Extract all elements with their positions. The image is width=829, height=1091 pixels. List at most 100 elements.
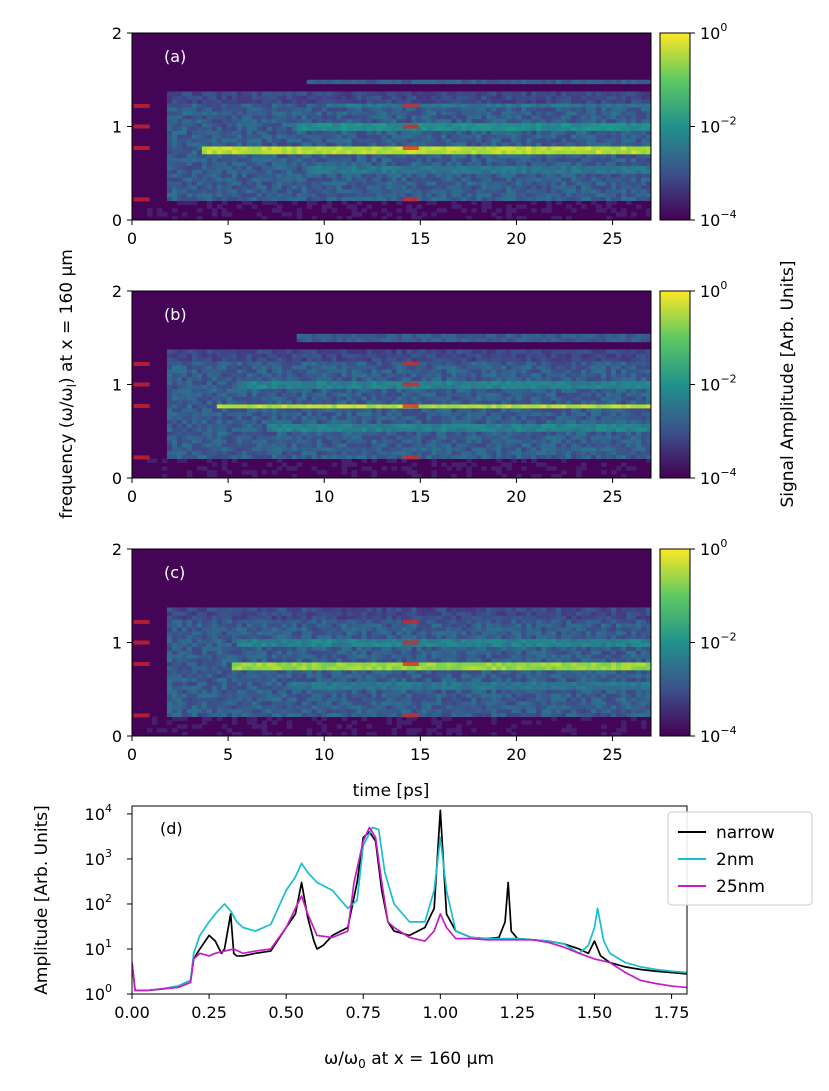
- heatmap-cell: [216, 388, 223, 393]
- heatmap-cell: [291, 138, 298, 143]
- heatmap-cell: [331, 442, 338, 448]
- heatmap-cell: [571, 118, 577, 124]
- heatmap-cell: [391, 126, 397, 131]
- heatmap-cell: [316, 403, 323, 409]
- heatmap-cell: [611, 200, 617, 205]
- heatmap-cell: [181, 419, 188, 424]
- heatmap-cell: [251, 353, 258, 358]
- heatmap-cell: [546, 122, 552, 127]
- heatmap-cell: [281, 173, 288, 178]
- heatmap-cell: [451, 134, 457, 139]
- heatmap-cell: [201, 126, 208, 131]
- heatmap-cell: [336, 110, 343, 116]
- heatmap-cell: [406, 446, 412, 452]
- heatmap-cell: [566, 188, 572, 194]
- heatmap-cell: [241, 365, 248, 370]
- heatmap-cell: [346, 142, 353, 147]
- heatmap-cell: [186, 388, 193, 393]
- heatmap-cell: [451, 380, 457, 385]
- heatmap-cell: [516, 114, 522, 120]
- heatmap-cell: [321, 419, 328, 424]
- heatmap-cell: [166, 173, 173, 178]
- heatmap-cell: [186, 142, 193, 147]
- heatmap-cell: [591, 157, 597, 163]
- heatmap-cell: [481, 435, 487, 440]
- heatmap-cell: [336, 122, 343, 127]
- heatmap-cell: [206, 173, 213, 178]
- heatmap-cell: [296, 400, 303, 405]
- heatmap-cell: [466, 173, 472, 178]
- heatmap-cell: [466, 145, 472, 151]
- heatmap-cell: [471, 446, 477, 452]
- heatmap-cell: [646, 91, 652, 96]
- heatmap-cell: [611, 208, 617, 213]
- heatmap-cell: [341, 466, 348, 471]
- heatmap-cell: [211, 142, 218, 147]
- heatmap-cell: [391, 353, 397, 358]
- heatmap-cell: [216, 380, 223, 385]
- heatmap-cell: [226, 184, 233, 190]
- heatmap-cell: [256, 122, 263, 127]
- heatmap-cell: [481, 177, 487, 182]
- heatmap-cell: [421, 392, 427, 397]
- heatmap-cell: [371, 415, 378, 421]
- heatmap-cell: [266, 138, 273, 143]
- heatmap-cell: [471, 177, 477, 182]
- heatmap-cell: [186, 126, 193, 131]
- heatmap-cell: [186, 368, 193, 374]
- heatmap-cell: [426, 153, 432, 159]
- heatmap-cell: [206, 357, 213, 362]
- heatmap-cell: [506, 107, 512, 112]
- heatmap-cell: [236, 427, 243, 432]
- heatmap-cell: [181, 169, 188, 174]
- heatmap-cell: [416, 442, 422, 448]
- heatmap-cell: [241, 384, 248, 389]
- heatmap-cell: [591, 126, 597, 131]
- heatmap-cell: [451, 333, 457, 339]
- heatmap-cell: [331, 365, 338, 370]
- heatmap-cell: [231, 435, 238, 440]
- heatmap-cell: [346, 376, 353, 382]
- heatmap-cell: [516, 107, 522, 112]
- heatmap-cell: [381, 145, 388, 151]
- heatmap-cell: [356, 450, 363, 456]
- heatmap-cell: [371, 407, 378, 413]
- heatmap-cell: [336, 134, 343, 139]
- heatmap-cell: [436, 392, 442, 397]
- heatmap-cell: [541, 165, 547, 170]
- heatmap-cell: [241, 173, 248, 178]
- heatmap-cell: [366, 439, 373, 444]
- heatmap-cell: [316, 333, 323, 339]
- heatmap-cell: [191, 169, 198, 174]
- heatmap-cell: [376, 145, 383, 151]
- heatmap-cell: [461, 138, 467, 143]
- heatmap-cell: [366, 349, 373, 354]
- heatmap-cell: [461, 157, 467, 163]
- heatmap-cell: [191, 442, 198, 448]
- heatmap-cell: [256, 365, 263, 370]
- heatmap-cell: [416, 427, 422, 432]
- heatmap-cell: [391, 118, 397, 124]
- heatmap-cell: [426, 415, 432, 421]
- heatmap-cell: [556, 200, 562, 205]
- heatmap-cell: [466, 95, 472, 100]
- heatmap-cell: [636, 157, 642, 163]
- heatmap-cell: [441, 400, 447, 405]
- heatmap-cell: [406, 153, 412, 159]
- heatmap-cell: [476, 368, 482, 374]
- colorbar-tick-label: 10−4: [700, 208, 737, 230]
- heatmap-cell: [436, 365, 442, 370]
- heatmap-cell: [181, 392, 188, 397]
- heatmap-cell: [486, 435, 492, 440]
- heatmap-cell: [431, 368, 437, 374]
- heatmap-cell: [261, 376, 268, 382]
- heatmap-cell: [206, 138, 213, 143]
- heatmap-cell: [361, 435, 368, 440]
- heatmap-cell: [441, 388, 447, 393]
- heatmap-cell: [366, 204, 373, 209]
- heatmap-cell: [411, 450, 417, 456]
- heatmap-cell: [356, 188, 363, 194]
- heatmap-cell: [276, 388, 283, 393]
- heatmap-cell: [626, 181, 632, 186]
- heatmap-cell: [606, 177, 612, 182]
